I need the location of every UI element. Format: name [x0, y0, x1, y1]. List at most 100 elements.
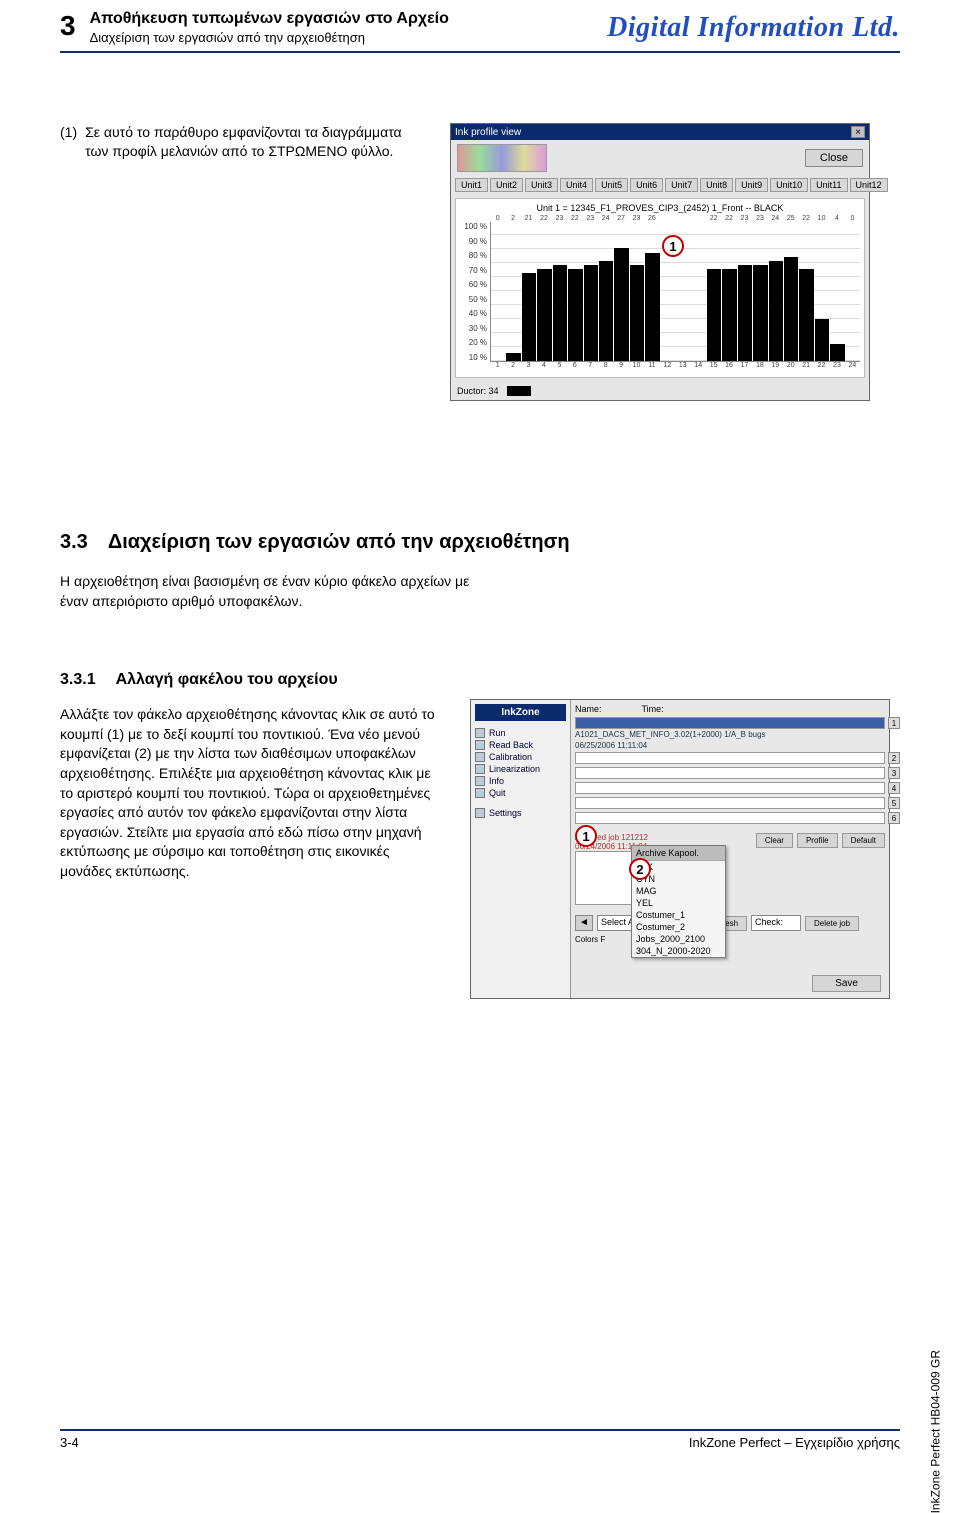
x-tick: 11 [644, 362, 659, 369]
sidebar-item[interactable]: Read Back [475, 739, 566, 751]
tree-item-label: Settings [489, 808, 522, 818]
delete-job-button[interactable]: Delete job [805, 916, 859, 931]
sidebar-item[interactable]: Calibration [475, 751, 566, 763]
section-body: Η αρχειοθέτηση είναι βασισμένη σε έναν κ… [60, 572, 480, 611]
bar [599, 261, 613, 361]
y-tick: 20 % [460, 338, 487, 347]
x-top-val: 22 [536, 215, 551, 222]
profile-button[interactable]: Profile [797, 833, 838, 848]
y-tick: 10 % [460, 353, 487, 362]
x-tick: 1 [490, 362, 505, 369]
x-top-val: 4 [829, 215, 844, 222]
colors-label: Colors F [575, 935, 885, 944]
window-titlebar: Ink profile view × [451, 124, 869, 140]
save-button[interactable]: Save [812, 975, 881, 992]
preview-thumbnail [457, 144, 547, 172]
unit-tab[interactable]: Unit4 [560, 178, 593, 192]
page-footer: 3-4 InkZone Perfect – Εγχειρίδιο χρήσης [60, 1429, 900, 1450]
section-3-3-1: 3.3.1Αλλαγή φακέλου του αρχείου Αλλάξτε … [60, 671, 900, 999]
inkzone-window: InkZone RunRead BackCalibrationLineariza… [470, 699, 890, 999]
bar [584, 265, 598, 361]
tree-item-label: Info [489, 776, 504, 786]
x-top-val: 23 [629, 215, 644, 222]
unit-tab[interactable]: Unit12 [850, 178, 888, 192]
tree-item-icon [475, 764, 485, 774]
x-tick: 4 [536, 362, 551, 369]
unit-tab[interactable]: Unit6 [630, 178, 663, 192]
context-menu-item[interactable]: YEL [632, 897, 725, 909]
inkzone-main: Name: Time: 1 A1021_DACS_MET_INFO_3.02(1… [571, 700, 889, 998]
sidebar-item[interactable]: Linearization [475, 763, 566, 775]
x-top-val: 22 [798, 215, 813, 222]
bar [568, 269, 582, 361]
x-top-val: 27 [613, 215, 628, 222]
tree-item-label: Linearization [489, 764, 540, 774]
doc-code: InkZone Perfect HB04-009 GR [928, 1350, 942, 1513]
unit-tab[interactable]: Unit8 [700, 178, 733, 192]
x-tick: 17 [737, 362, 752, 369]
unit-tab[interactable]: Unit1 [455, 178, 488, 192]
context-menu-item[interactable]: MAG [632, 885, 725, 897]
default-button[interactable]: Default [842, 833, 885, 848]
subsection-number: 3.3.1 [60, 671, 96, 688]
row-num: 4 [888, 782, 900, 794]
x-top-val: 0 [845, 215, 860, 222]
sidebar-tree: RunRead BackCalibration Linearization Info… [475, 727, 566, 819]
x-tick: 6 [567, 362, 582, 369]
context-menu-item[interactable]: 304_N_2000-2020 [632, 945, 725, 957]
tree-item-icon [475, 776, 485, 786]
context-menu-item[interactable]: Jobs_2000_2100 [632, 933, 725, 945]
chart-title: Unit 1 = 12345_F1_PROVES_CIP3_(2452) 1_F… [460, 203, 860, 213]
clear-button[interactable]: Clear [756, 833, 793, 848]
x-tick: 18 [752, 362, 767, 369]
chart-top-values: 02212223222324272326222223232425221040 [460, 215, 860, 222]
y-tick: 30 % [460, 324, 487, 333]
x-top-val: 22 [721, 215, 736, 222]
bar [722, 269, 736, 361]
unit-tab[interactable]: Unit5 [595, 178, 628, 192]
sidebar-item[interactable]: Quit [475, 787, 566, 799]
unit-tab[interactable]: Unit9 [735, 178, 768, 192]
x-top-val: 24 [768, 215, 783, 222]
x-tick: 14 [690, 362, 705, 369]
bar [815, 319, 829, 361]
subsection-title: Αλλαγή φακέλου του αρχείου [116, 671, 338, 688]
window-title: Ink profile view [455, 127, 521, 138]
unit-tab[interactable]: Unit2 [490, 178, 523, 192]
window-close-icon[interactable]: × [851, 126, 865, 138]
ductor-swatch [507, 386, 531, 396]
ink-profile-chart: Unit 1 = 12345_F1_PROVES_CIP3_(2452) 1_F… [455, 198, 865, 378]
unit-tab[interactable]: Unit10 [770, 178, 808, 192]
x-top-val: 0 [490, 215, 505, 222]
footer-title: InkZone Perfect – Εγχειρίδιο χρήσης [689, 1435, 900, 1450]
x-tick: 20 [783, 362, 798, 369]
bar [769, 261, 783, 361]
callout-1: 1 [662, 235, 684, 257]
x-top-val: 23 [583, 215, 598, 222]
bar [506, 353, 520, 361]
header-titles: Αποθήκευση τυπωμένων εργασιών στο Αρχείο… [90, 10, 594, 45]
unit-tab[interactable]: Unit7 [665, 178, 698, 192]
context-menu-item[interactable]: Costumer_1 [632, 909, 725, 921]
archive-left-arrow-icon[interactable]: ◄ [575, 915, 593, 931]
sidebar-item[interactable]: Settings [475, 807, 566, 819]
ductor-label: Ductor: 34 [457, 386, 499, 396]
ductor-row: Ductor: 34 [451, 382, 869, 400]
window-top-row: Close [451, 140, 869, 176]
context-menu-item[interactable]: Costumer_2 [632, 921, 725, 933]
x-top-val: 21 [521, 215, 536, 222]
check-field[interactable]: Check: [751, 915, 801, 931]
sidebar-item[interactable]: Info [475, 775, 566, 787]
unit-tab[interactable]: Unit3 [525, 178, 558, 192]
x-top-val: 22 [706, 215, 721, 222]
tree-item-label: Calibration [489, 752, 532, 762]
close-button[interactable]: Close [805, 149, 863, 167]
bar [630, 265, 644, 361]
x-tick: 24 [845, 362, 860, 369]
y-tick: 70 % [460, 266, 487, 275]
y-tick: 40 % [460, 309, 487, 318]
tree-item-icon [475, 728, 485, 738]
sidebar-item[interactable]: Run [475, 727, 566, 739]
unit-tab[interactable]: Unit11 [810, 178, 847, 192]
x-tick: 2 [505, 362, 520, 369]
